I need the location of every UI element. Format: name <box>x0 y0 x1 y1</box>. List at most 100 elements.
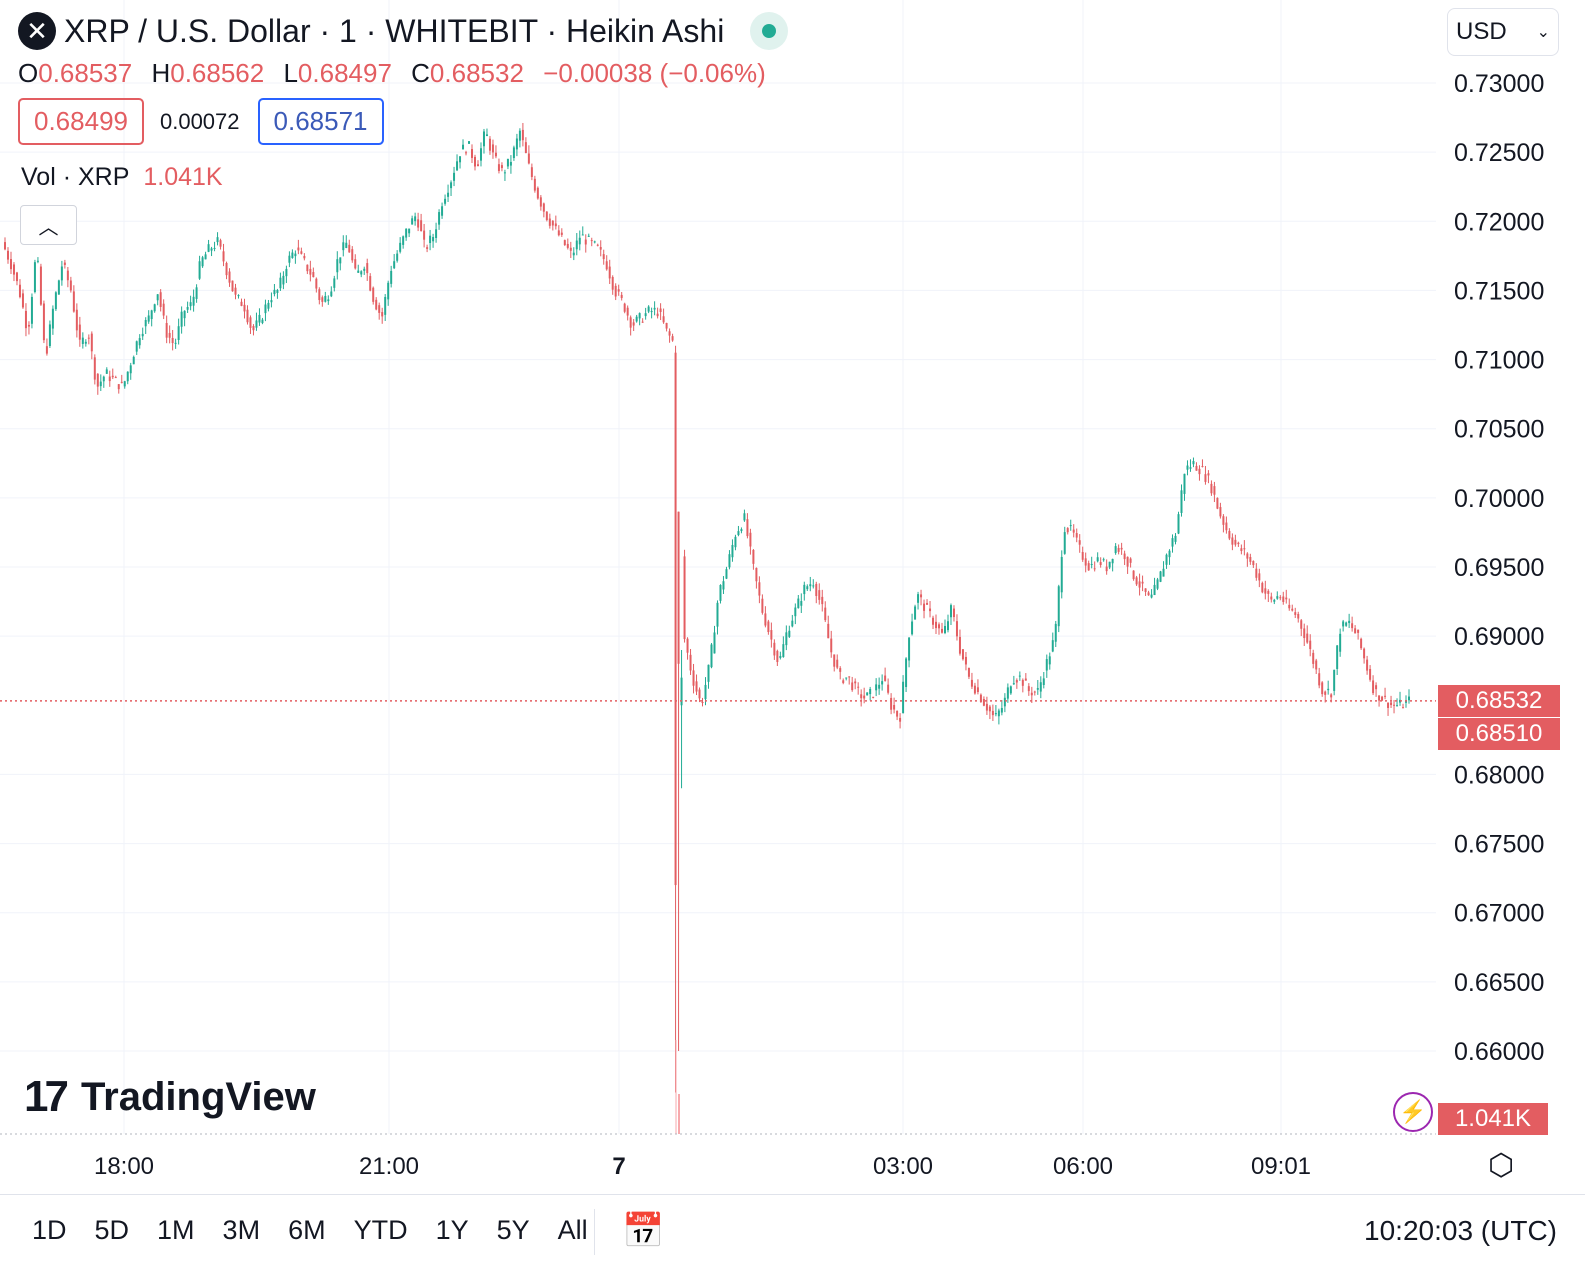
candle-body <box>958 636 961 654</box>
range-1d[interactable]: 1D <box>32 1215 67 1245</box>
candle <box>584 234 587 253</box>
candle-body <box>860 694 863 699</box>
range-5d[interactable]: 5D <box>94 1215 130 1245</box>
range-1m[interactable]: 1M <box>157 1215 195 1245</box>
candle <box>482 128 485 154</box>
candle <box>797 594 800 609</box>
candle <box>1009 685 1012 695</box>
candle <box>1078 534 1081 553</box>
candle-body <box>423 230 426 240</box>
range-6m[interactable]: 6M <box>288 1215 326 1245</box>
candle-body <box>581 234 584 236</box>
clock-time[interactable]: 10:20:03 (UTC) <box>1364 1215 1557 1246</box>
candle <box>557 225 560 237</box>
candle <box>1096 552 1099 563</box>
candle-body <box>988 706 991 712</box>
candle <box>396 250 399 263</box>
candle <box>210 246 213 257</box>
candle-body <box>551 220 554 226</box>
sell-price-button[interactable]: 0.68499 <box>18 98 144 145</box>
candle-body <box>1090 563 1093 565</box>
price-chart[interactable]: 0.73000 0.72500 0.72000 0.71500 0.71000 0.705… <box>0 0 1585 1194</box>
range-5y[interactable]: 5Y <box>496 1215 530 1245</box>
candle <box>566 238 569 250</box>
candle-body <box>117 384 120 390</box>
candle-body <box>503 172 506 174</box>
candle <box>156 294 159 306</box>
range-3m[interactable]: 3M <box>222 1215 261 1245</box>
buy-price-button[interactable]: 0.68571 <box>257 98 384 145</box>
candle <box>99 374 102 392</box>
candle-body <box>1345 622 1348 626</box>
settings-icon[interactable]: ⬡ <box>1488 1149 1515 1182</box>
candle <box>1300 619 1303 637</box>
candle-body <box>887 684 890 693</box>
candle <box>1177 511 1180 535</box>
candle-body <box>644 313 647 317</box>
candle-body <box>970 679 973 687</box>
candle <box>680 649 683 789</box>
range-ytd[interactable]: YTD <box>353 1215 408 1245</box>
candle-body <box>758 582 761 596</box>
candle-body <box>994 713 997 715</box>
candle <box>456 154 459 172</box>
candle-body <box>468 141 471 144</box>
candle <box>985 696 988 715</box>
candle <box>908 637 911 668</box>
time-tick-label: 18:00 <box>94 1153 154 1180</box>
candle-body <box>851 682 854 691</box>
currency-select[interactable]: USD ⌄ <box>1447 8 1559 56</box>
candle <box>39 263 42 306</box>
candle-body <box>471 149 474 158</box>
collapse-legend-button[interactable]: ︿ <box>20 205 77 245</box>
candle <box>1381 695 1384 702</box>
market-status-icon[interactable] <box>750 12 789 50</box>
candle-body <box>1378 695 1381 701</box>
candle-body <box>351 249 354 261</box>
candle <box>997 708 1000 725</box>
candle-body <box>485 134 488 137</box>
symbol-title[interactable]: XRP / U.S. Dollar · 1 · WHITEBIT · Heiki… <box>64 12 725 49</box>
candle-body <box>875 684 878 691</box>
flash-icon[interactable]: ⚡ <box>1393 1092 1433 1132</box>
candle-body <box>1015 680 1018 683</box>
candle <box>1261 581 1264 594</box>
candle <box>1123 550 1126 566</box>
price-tick-label: 0.70000 <box>1454 485 1544 513</box>
candle <box>491 139 494 159</box>
candle <box>587 233 590 237</box>
candle-body <box>734 536 737 548</box>
goto-date-calendar-icon[interactable]: 📅 <box>622 1212 665 1250</box>
candle-body <box>414 216 417 222</box>
candle-body <box>1264 588 1267 594</box>
candle-body <box>189 302 192 307</box>
candle <box>608 259 611 285</box>
candle <box>354 254 357 270</box>
tradingview-logo[interactable]: 17 TradingView <box>24 1072 316 1122</box>
candle <box>1027 683 1030 696</box>
price-tick-label: 0.72000 <box>1454 208 1544 236</box>
candle-body <box>1048 656 1051 665</box>
candle <box>357 264 360 273</box>
candle <box>1129 557 1132 568</box>
candle-body <box>1105 566 1108 572</box>
candle-body <box>1126 556 1129 567</box>
candle-body <box>1222 516 1225 525</box>
candle <box>710 643 713 669</box>
candle <box>51 305 54 335</box>
range-1y[interactable]: 1Y <box>435 1215 469 1245</box>
candle <box>1387 702 1390 716</box>
candle <box>405 228 408 241</box>
candle <box>617 284 620 296</box>
candle <box>596 243 599 247</box>
candle-body <box>1273 599 1276 602</box>
candle-body <box>99 381 102 387</box>
candle-body <box>1078 540 1081 545</box>
candle-body <box>698 689 701 699</box>
candle-body <box>6 250 9 260</box>
candle <box>917 591 920 610</box>
candle-body <box>845 677 848 679</box>
candle <box>1339 628 1342 657</box>
range-all[interactable]: All <box>557 1215 588 1245</box>
candle <box>961 649 964 661</box>
